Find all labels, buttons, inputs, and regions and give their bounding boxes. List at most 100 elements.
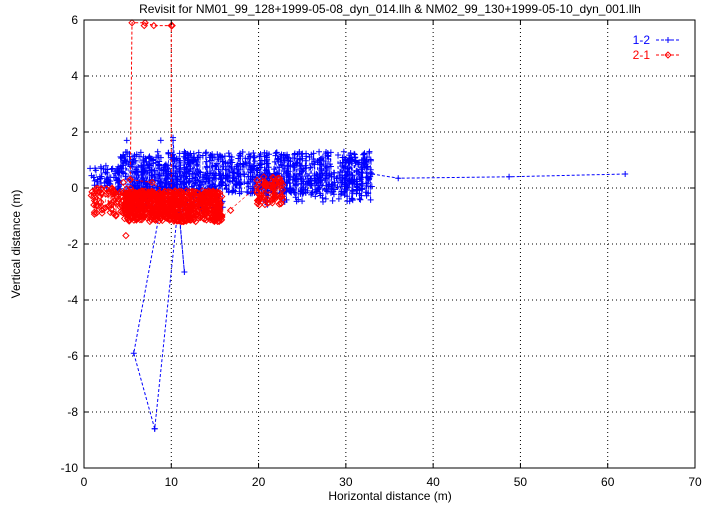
data-point (120, 170, 127, 177)
data-point (369, 171, 376, 177)
data-point (209, 151, 216, 158)
data-point (146, 162, 153, 169)
data-point (291, 189, 298, 196)
data-point (235, 166, 242, 173)
data-point (292, 175, 299, 182)
data-point (287, 158, 294, 165)
data-point (298, 151, 305, 158)
data-point (123, 137, 130, 144)
data-point (316, 148, 323, 155)
data-point (177, 168, 184, 175)
data-point (327, 149, 334, 156)
data-point (278, 186, 287, 194)
data-point (287, 186, 294, 193)
data-point (292, 182, 299, 189)
data-point (213, 189, 222, 198)
data-point (193, 177, 200, 184)
data-point (320, 157, 327, 164)
data-point (242, 159, 249, 166)
data-point (271, 192, 279, 201)
data-point (358, 192, 365, 199)
data-point (293, 181, 300, 188)
data-point (218, 154, 225, 161)
data-point (273, 149, 280, 156)
data-point (151, 425, 158, 432)
data-point (364, 163, 371, 170)
data-point (226, 206, 235, 215)
data-point (278, 161, 285, 168)
chart-title: Revisit for NM01_99_128+1999-05-08_dyn_0… (139, 2, 641, 16)
series-layer (87, 19, 629, 432)
data-point (177, 162, 184, 169)
data-point (165, 149, 172, 156)
legend: 1-22-1 (633, 33, 681, 62)
data-point (170, 158, 177, 165)
data-point (139, 163, 146, 170)
data-point (170, 134, 177, 141)
data-point (171, 156, 178, 163)
data-point (316, 173, 323, 180)
data-point (187, 165, 194, 172)
data-point (157, 137, 164, 144)
data-point (197, 169, 204, 176)
data-point (325, 153, 332, 160)
data-point (344, 165, 351, 172)
data-point (331, 179, 338, 186)
data-point (257, 187, 265, 196)
data-point (209, 163, 216, 170)
data-point (148, 178, 156, 187)
data-point (297, 175, 304, 182)
data-point (252, 174, 259, 181)
x-tick-label: 20 (252, 475, 266, 489)
data-point (151, 167, 158, 174)
data-point (266, 151, 273, 158)
series-trail (371, 173, 626, 179)
data-point (262, 181, 270, 189)
data-point (223, 166, 230, 173)
data-point (215, 166, 222, 173)
x-axis-label: Horizontal distance (m) (328, 489, 451, 503)
data-point (102, 162, 109, 169)
data-point (291, 164, 298, 171)
data-point (228, 156, 235, 163)
data-point (217, 172, 224, 179)
x-tick-label: 60 (601, 475, 615, 489)
data-point (347, 150, 354, 157)
data-point (90, 208, 99, 216)
data-point (271, 158, 278, 165)
data-point (99, 205, 108, 213)
data-point (92, 167, 99, 174)
data-point (241, 171, 248, 178)
data-point (299, 198, 306, 205)
data-point (218, 213, 226, 221)
data-point (279, 195, 287, 203)
data-point (196, 184, 203, 191)
data-point (354, 183, 361, 190)
data-point (258, 161, 265, 168)
data-point (196, 213, 205, 222)
data-point (217, 212, 226, 220)
data-point (232, 188, 239, 195)
data-point (263, 167, 270, 174)
data-point (290, 188, 297, 195)
data-point (344, 164, 351, 171)
data-point (236, 152, 243, 159)
data-point (254, 166, 261, 173)
data-point (275, 200, 283, 208)
data-point (140, 21, 148, 30)
data-point (329, 197, 336, 204)
data-point (364, 154, 371, 161)
data-point (135, 171, 142, 178)
data-point (148, 166, 155, 173)
data-point (344, 193, 351, 200)
data-point (264, 186, 272, 195)
data-point (318, 161, 325, 168)
data-point (156, 161, 163, 168)
data-point (213, 175, 220, 182)
data-point (161, 188, 170, 196)
data-point (236, 185, 243, 192)
data-point (137, 149, 144, 156)
data-point (152, 171, 159, 178)
data-point (358, 174, 365, 181)
data-point (168, 21, 176, 30)
